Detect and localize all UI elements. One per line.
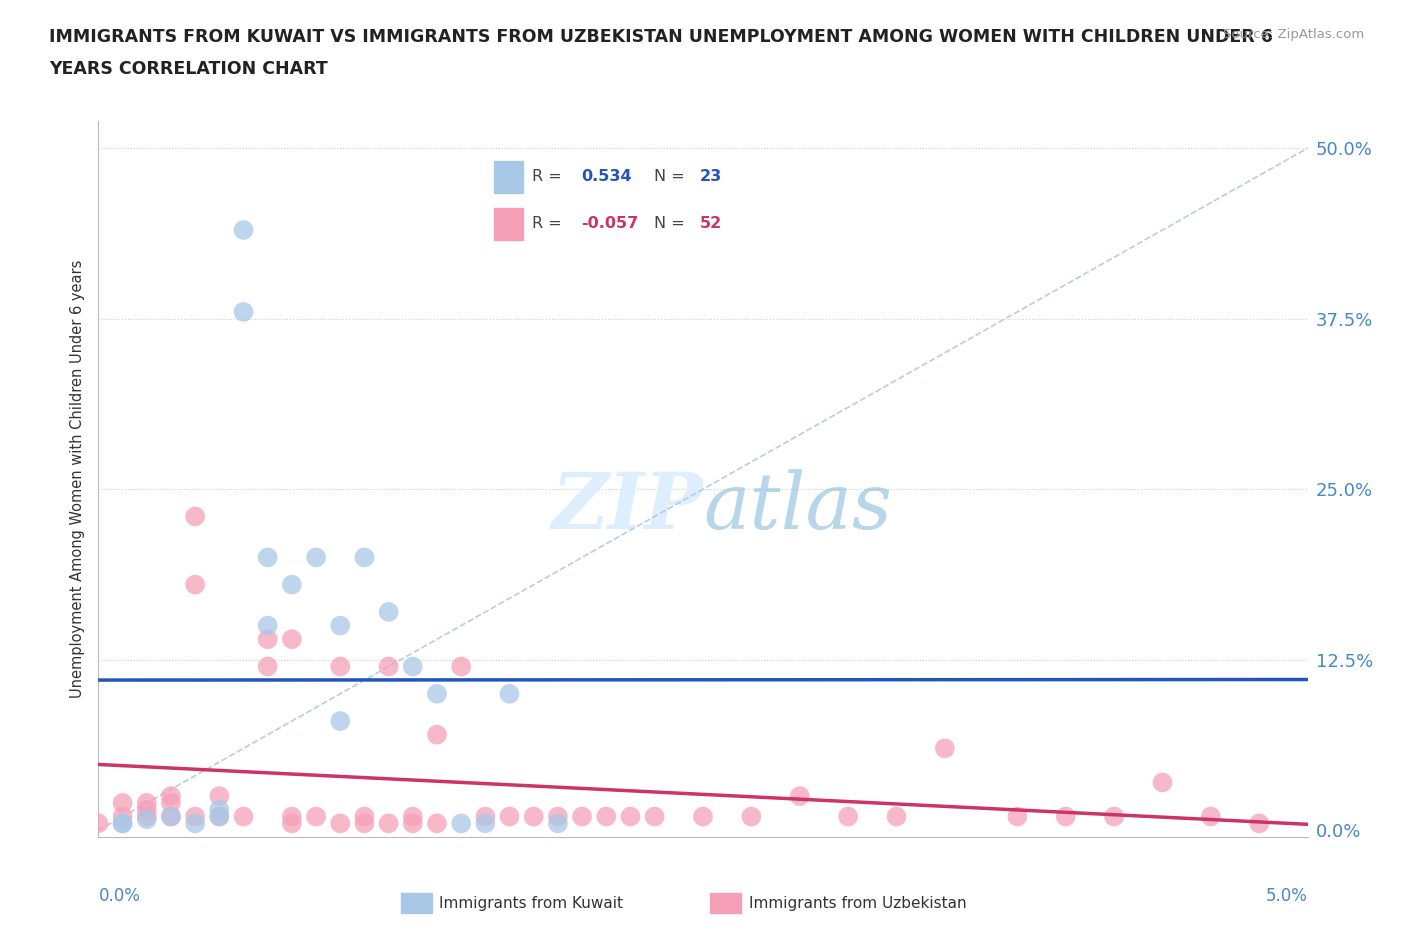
Y-axis label: Unemployment Among Women with Children Under 6 years: Unemployment Among Women with Children U… bbox=[70, 259, 86, 698]
Point bbox=[523, 809, 546, 824]
Text: Immigrants from Uzbekistan: Immigrants from Uzbekistan bbox=[749, 896, 967, 910]
Point bbox=[232, 222, 254, 237]
Point bbox=[329, 659, 352, 674]
Point bbox=[135, 812, 157, 827]
Point bbox=[1054, 809, 1077, 824]
Point bbox=[184, 509, 207, 524]
Point bbox=[1007, 809, 1029, 824]
Text: N =: N = bbox=[654, 217, 689, 232]
Point bbox=[256, 659, 278, 674]
Text: Source: ZipAtlas.com: Source: ZipAtlas.com bbox=[1223, 28, 1364, 41]
Point bbox=[353, 809, 375, 824]
Point bbox=[135, 809, 157, 824]
Point bbox=[619, 809, 641, 824]
Point bbox=[111, 809, 134, 824]
Text: R =: R = bbox=[531, 169, 567, 184]
Text: 0.534: 0.534 bbox=[581, 169, 631, 184]
Point bbox=[426, 816, 449, 830]
Point bbox=[160, 789, 183, 804]
Point bbox=[281, 809, 304, 824]
Text: R =: R = bbox=[531, 217, 567, 232]
Point bbox=[256, 618, 278, 633]
Point bbox=[184, 809, 207, 824]
Point bbox=[377, 816, 399, 830]
Text: IMMIGRANTS FROM KUWAIT VS IMMIGRANTS FROM UZBEKISTAN UNEMPLOYMENT AMONG WOMEN WI: IMMIGRANTS FROM KUWAIT VS IMMIGRANTS FRO… bbox=[49, 28, 1272, 46]
Point bbox=[692, 809, 714, 824]
Point bbox=[208, 809, 231, 824]
Text: YEARS CORRELATION CHART: YEARS CORRELATION CHART bbox=[49, 60, 328, 78]
FancyBboxPatch shape bbox=[494, 207, 523, 240]
Point bbox=[547, 809, 569, 824]
Point bbox=[426, 686, 449, 701]
Point bbox=[281, 578, 304, 592]
Point bbox=[329, 816, 352, 830]
Point bbox=[450, 816, 472, 830]
Point bbox=[111, 795, 134, 810]
Text: 5.0%: 5.0% bbox=[1265, 887, 1308, 905]
Point bbox=[644, 809, 666, 824]
Point bbox=[474, 809, 496, 824]
Point bbox=[1199, 809, 1222, 824]
Point bbox=[498, 809, 520, 824]
Point bbox=[232, 809, 254, 824]
Point bbox=[377, 604, 399, 619]
Point bbox=[595, 809, 617, 824]
Point bbox=[547, 816, 569, 830]
Point bbox=[353, 816, 375, 830]
Point bbox=[135, 795, 157, 810]
Point bbox=[837, 809, 859, 824]
Point bbox=[111, 816, 134, 830]
Point bbox=[402, 809, 425, 824]
Point bbox=[402, 816, 425, 830]
Text: N =: N = bbox=[654, 169, 689, 184]
Point bbox=[353, 550, 375, 565]
Point bbox=[377, 659, 399, 674]
Text: 0.0%: 0.0% bbox=[98, 887, 141, 905]
Point bbox=[160, 795, 183, 810]
Point bbox=[256, 631, 278, 646]
Point bbox=[498, 686, 520, 701]
Text: 23: 23 bbox=[700, 169, 723, 184]
Point bbox=[281, 631, 304, 646]
Text: -0.057: -0.057 bbox=[581, 217, 638, 232]
Point bbox=[1102, 809, 1125, 824]
Point bbox=[305, 550, 328, 565]
Point bbox=[281, 816, 304, 830]
Point bbox=[111, 816, 134, 830]
Point bbox=[184, 816, 207, 830]
Point bbox=[1152, 775, 1174, 790]
Point bbox=[160, 809, 183, 824]
Point bbox=[934, 741, 956, 756]
Text: ZIP: ZIP bbox=[551, 470, 703, 546]
Point bbox=[232, 304, 254, 319]
Point bbox=[256, 550, 278, 565]
Point bbox=[571, 809, 593, 824]
Point bbox=[208, 789, 231, 804]
Text: 52: 52 bbox=[700, 217, 723, 232]
Point bbox=[208, 803, 231, 817]
Point bbox=[87, 816, 110, 830]
Point bbox=[474, 816, 496, 830]
Point bbox=[184, 578, 207, 592]
Point bbox=[135, 803, 157, 817]
Point bbox=[305, 809, 328, 824]
Point bbox=[208, 809, 231, 824]
Point bbox=[402, 659, 425, 674]
Point bbox=[450, 659, 472, 674]
Point bbox=[426, 727, 449, 742]
FancyBboxPatch shape bbox=[494, 161, 523, 193]
Point bbox=[329, 713, 352, 728]
Point bbox=[1249, 816, 1271, 830]
Point bbox=[329, 618, 352, 633]
Text: Immigrants from Kuwait: Immigrants from Kuwait bbox=[439, 896, 623, 910]
Point bbox=[160, 809, 183, 824]
Point bbox=[789, 789, 811, 804]
Text: atlas: atlas bbox=[703, 470, 891, 546]
Point bbox=[886, 809, 908, 824]
Point bbox=[740, 809, 762, 824]
